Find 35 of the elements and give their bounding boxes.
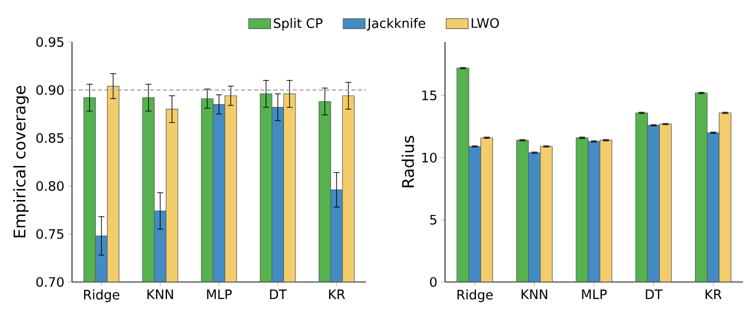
- y-axis-title: Radius: [402, 136, 414, 188]
- y-tick-label: 0.70: [36, 277, 64, 287]
- bar: [528, 152, 541, 282]
- y-tick-label: 0.75: [36, 229, 64, 239]
- x-tick-label: DT: [270, 290, 287, 299]
- bar: [635, 112, 648, 282]
- bar: [516, 140, 529, 282]
- y-tick-label: 5: [430, 214, 436, 225]
- bar: [456, 68, 470, 282]
- x-tick-label: Ridge: [84, 290, 120, 302]
- y-axis-title: Empirical coverage: [13, 86, 29, 238]
- x-tick-label: Ridge: [458, 290, 493, 302]
- x-tick-label: KR: [329, 290, 346, 299]
- x-tick-label: KNN: [147, 290, 173, 299]
- bar: [588, 141, 600, 282]
- x-tick-label: KNN: [522, 290, 548, 299]
- bar: [695, 92, 708, 282]
- legend-label: Jackknife: [366, 18, 426, 30]
- legend-label: Split CP: [274, 18, 322, 31]
- y-tick-label: 10: [422, 152, 437, 163]
- bar: [647, 125, 660, 282]
- x-tick-label: KR: [706, 290, 722, 299]
- y-tick-label: 0.85: [36, 133, 64, 143]
- x-tick-label: DT: [646, 290, 663, 299]
- bar: [576, 137, 588, 282]
- y-tick-label: 0.95: [36, 37, 64, 47]
- legend-label: LWO: [472, 18, 499, 28]
- y-tick-label: 0.90: [36, 85, 64, 95]
- y-tick-label: 0: [430, 277, 437, 287]
- bar: [706, 132, 720, 282]
- x-tick-label: MLP: [207, 290, 232, 299]
- y-tick-label: 15: [422, 90, 436, 100]
- x-tick-label: MLP: [582, 290, 607, 299]
- y-tick-label: 0.80: [36, 181, 64, 191]
- bar: [468, 146, 482, 282]
